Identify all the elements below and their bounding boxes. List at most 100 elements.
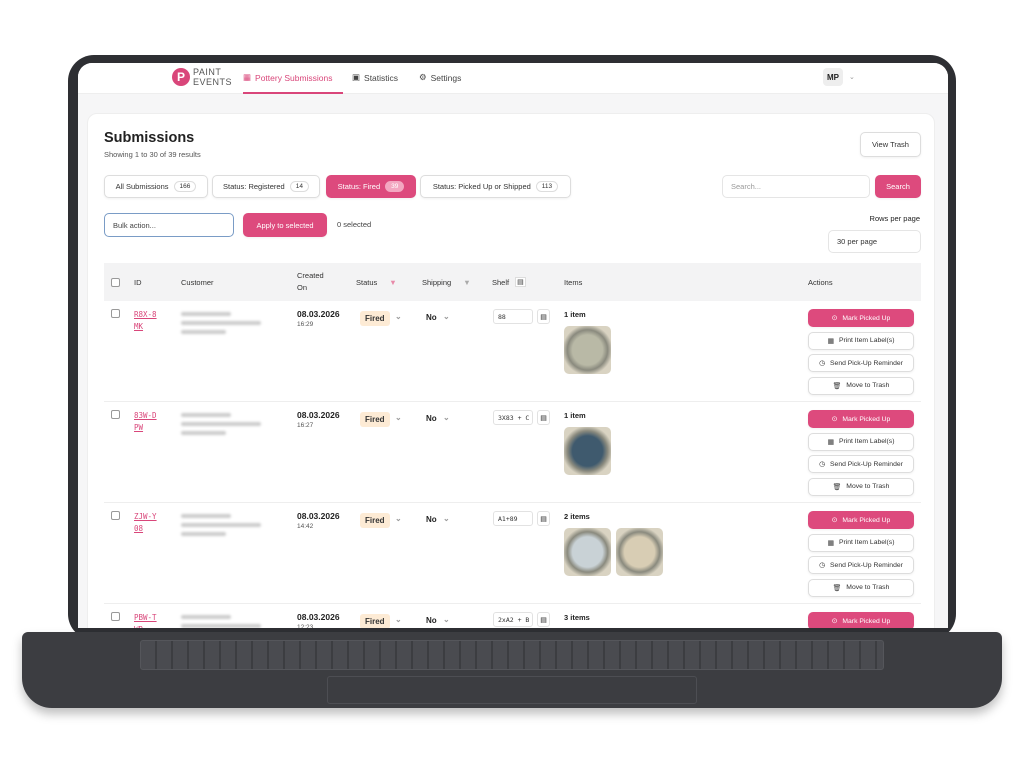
chevron-down-icon[interactable]: ⌄ <box>395 615 402 624</box>
chevron-down-icon[interactable]: ⌄ <box>395 312 402 321</box>
user-avatar[interactable]: MP <box>823 68 843 86</box>
app-screen: P PAINT EVENTS ▦ Pottery Submissions ▣ Stat… <box>78 63 948 628</box>
shelf-input[interactable]: 3X83 + C <box>493 410 533 425</box>
search-input[interactable]: Search... <box>722 175 870 198</box>
col-id: ID <box>134 277 142 287</box>
rows-per-page-select[interactable]: 30 per page <box>828 230 921 253</box>
print-item-labels-button[interactable]: ▦ Print Item Label(s) <box>808 432 914 451</box>
col-shipping[interactable]: Shipping ▼ <box>422 263 471 301</box>
item-thumbnail[interactable] <box>616 528 663 576</box>
row-checkbox[interactable] <box>111 511 120 520</box>
move-to-trash-button[interactable]: 🗑 Move to Trash <box>808 376 914 395</box>
item-thumbnail[interactable] <box>564 528 611 576</box>
customer-email-redacted <box>181 624 261 628</box>
check-circle-icon: ⊙ <box>831 315 838 322</box>
save-icon[interactable]: ▤ <box>537 410 550 425</box>
status-badge[interactable]: Fired <box>360 412 390 427</box>
shelf-input[interactable]: A1+89 <box>493 511 533 526</box>
label-icon: ▦ <box>827 539 834 547</box>
check-circle-icon: ⊙ <box>831 618 838 625</box>
mark-picked-up-button[interactable]: ⊙ Mark Picked Up <box>808 309 914 327</box>
shipping-select[interactable]: No <box>426 616 437 625</box>
status-badge[interactable]: Fired <box>360 614 390 628</box>
chevron-down-icon[interactable]: ⌄ <box>443 514 450 523</box>
col-status[interactable]: Status ▼ <box>356 263 397 301</box>
nav-settings[interactable]: ⚙ Settings <box>419 72 461 83</box>
mark-picked-up-button[interactable]: ⊙ Mark Picked Up <box>808 612 914 628</box>
tab-label: Status: Registered <box>223 182 285 191</box>
bulk-action-select[interactable]: Bulk action... <box>104 213 234 237</box>
selected-count: 0 selected <box>337 220 372 229</box>
shelf-input[interactable]: 88 <box>493 309 533 324</box>
row-checkbox[interactable] <box>111 612 120 621</box>
status-badge[interactable]: Fired <box>360 513 390 528</box>
action-label: Print Item Label(s) <box>838 539 895 546</box>
print-item-labels-button[interactable]: ▦ Print Item Label(s) <box>808 331 914 350</box>
shelf-input[interactable]: 2xA2 + B <box>493 612 533 627</box>
status-badge[interactable]: Fired <box>360 311 390 326</box>
action-label: Mark Picked Up <box>842 415 891 423</box>
chevron-down-icon[interactable]: ⌄ <box>443 312 450 321</box>
view-trash-button[interactable]: View Trash <box>860 132 921 157</box>
apply-to-selected-button[interactable]: Apply to selected <box>243 213 327 237</box>
tab-registered[interactable]: Status: Registered 14 <box>212 175 320 198</box>
submission-id-link[interactable]: R8X-8MK <box>134 310 157 331</box>
search-button[interactable]: Search <box>875 175 921 198</box>
tab-all-submissions[interactable]: All Submissions 166 <box>104 175 208 198</box>
trackpad <box>327 676 697 704</box>
item-thumbnail[interactable] <box>564 326 611 374</box>
save-icon[interactable]: ▤ <box>537 511 550 526</box>
send-pickup-reminder-button[interactable]: ◷ Send Pick-Up Reminder <box>808 556 914 574</box>
chevron-down-icon[interactable]: ⌄ <box>443 413 450 422</box>
customer-name-redacted <box>181 615 231 619</box>
mark-picked-up-button[interactable]: ⊙ Mark Picked Up <box>808 410 914 428</box>
item-thumbnail[interactable] <box>564 427 611 475</box>
row-checkbox[interactable] <box>111 309 120 318</box>
mark-picked-up-button[interactable]: ⊙ Mark Picked Up <box>808 511 914 529</box>
save-icon[interactable]: ▤ <box>537 612 550 627</box>
created-date: 08.03.2026 <box>297 410 340 420</box>
submission-id-link[interactable]: PBW-TWR <box>134 613 157 628</box>
chevron-down-icon[interactable]: ⌄ <box>849 74 855 81</box>
tab-picked-up-or-shipped[interactable]: Status: Picked Up or Shipped 113 <box>420 175 571 198</box>
move-to-trash-button[interactable]: 🗑 Move to Trash <box>808 578 914 597</box>
shipping-select[interactable]: No <box>426 414 437 423</box>
tab-label: Status: Fired <box>337 182 381 191</box>
created-time: 12:23 <box>297 624 314 628</box>
row-checkbox[interactable] <box>111 410 120 419</box>
tab-fired[interactable]: Status: Fired 39 <box>326 175 416 198</box>
logo[interactable]: P PAINT EVENTS <box>172 67 232 87</box>
send-pickup-reminder-button[interactable]: ◷ Send Pick-Up Reminder <box>808 354 914 372</box>
label-icon: ▦ <box>827 438 834 446</box>
nav-pottery-submissions[interactable]: ▦ Pottery Submissions <box>243 72 333 83</box>
filter-icon[interactable]: ▼ <box>463 277 471 287</box>
submission-id-link[interactable]: ZJW-Y08 <box>134 512 157 533</box>
print-item-labels-button[interactable]: ▦ Print Item Label(s) <box>808 533 914 552</box>
trash-icon: 🗑 <box>832 483 842 491</box>
shipping-select[interactable]: No <box>426 313 437 322</box>
chevron-down-icon[interactable]: ⌄ <box>443 615 450 624</box>
save-icon[interactable]: ▤ <box>537 309 550 324</box>
nav-label: Statistics <box>364 72 399 83</box>
submission-id-link[interactable]: 83W-DPW <box>134 411 157 432</box>
count-badge: 113 <box>535 181 559 192</box>
save-icon[interactable]: ▤ <box>515 277 526 287</box>
keyboard <box>140 640 884 670</box>
action-label: Send Pick-Up Reminder <box>830 359 903 367</box>
select-all-checkbox[interactable] <box>111 277 120 287</box>
nav-statistics[interactable]: ▣ Statistics <box>352 72 398 83</box>
check-circle-icon: ⊙ <box>831 517 838 524</box>
logo-icon: P <box>172 68 190 86</box>
results-summary: Showing 1 to 30 of 39 results <box>104 150 201 159</box>
col-actions: Actions <box>808 277 833 287</box>
item-count: 3 items <box>564 613 590 622</box>
count-badge: 166 <box>173 181 197 192</box>
filter-icon[interactable]: ▼ <box>389 277 397 287</box>
top-nav: P PAINT EVENTS ▦ Pottery Submissions ▣ Stat… <box>78 63 948 94</box>
move-to-trash-button[interactable]: 🗑 Move to Trash <box>808 477 914 496</box>
shipping-select[interactable]: No <box>426 515 437 524</box>
chevron-down-icon[interactable]: ⌄ <box>395 514 402 523</box>
created-date: 08.03.2026 <box>297 511 340 521</box>
send-pickup-reminder-button[interactable]: ◷ Send Pick-Up Reminder <box>808 455 914 473</box>
chevron-down-icon[interactable]: ⌄ <box>395 413 402 422</box>
